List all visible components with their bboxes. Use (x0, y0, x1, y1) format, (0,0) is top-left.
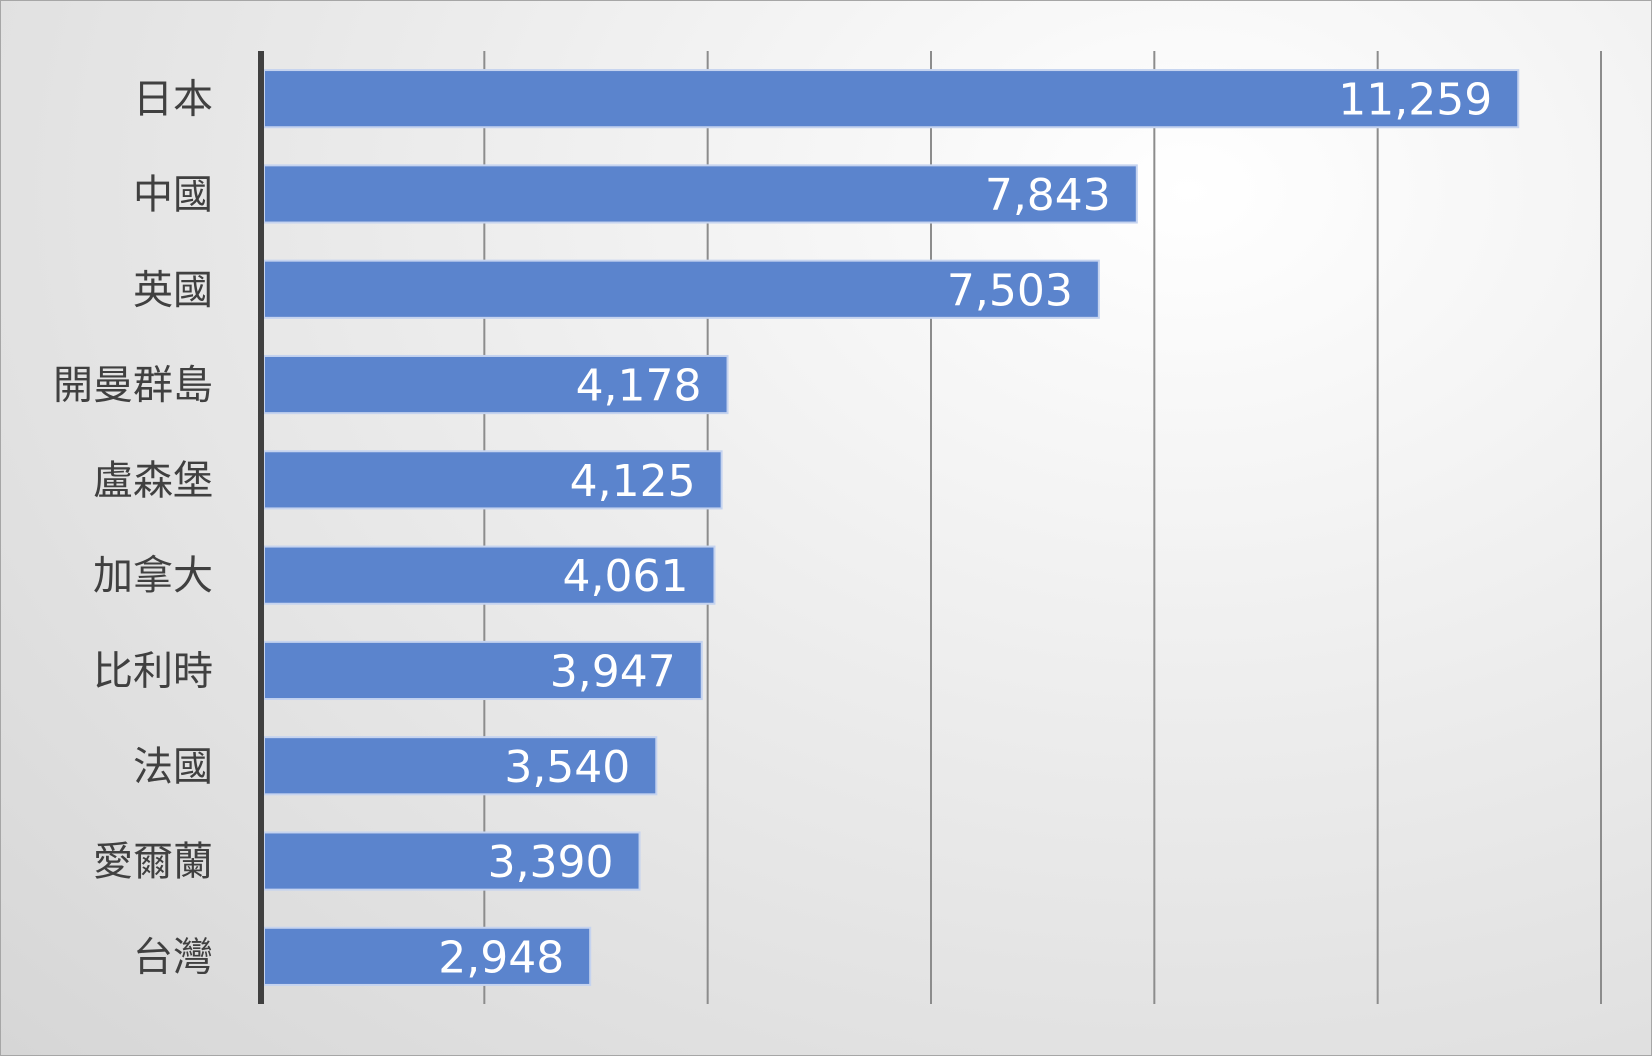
value-label: 7,503 (947, 265, 1073, 316)
value-label: 2,948 (438, 932, 564, 983)
value-label: 3,947 (550, 646, 676, 697)
category-label: 日本 (133, 77, 213, 123)
bar (263, 831, 641, 891)
bar (263, 640, 703, 701)
category-label: 法國 (133, 744, 213, 790)
value-label: 11,259 (1338, 75, 1492, 126)
bar (263, 736, 658, 796)
bar (263, 926, 592, 986)
category-label: 英國 (133, 267, 213, 313)
bar (263, 354, 729, 415)
bars (263, 69, 1520, 986)
category-label: 盧森堡 (93, 458, 213, 504)
category-label: 中國 (133, 172, 213, 218)
category-label: 比利時 (93, 648, 213, 694)
labels: 11,259 日本 7,843 中國 7,503 英國 4,178 開曼群島 4,125 盧森堡 4… (53, 75, 1492, 984)
value-label: 3,390 (488, 837, 614, 888)
bar (263, 164, 1138, 224)
value-label: 4,125 (570, 456, 696, 507)
category-label: 台灣 (133, 934, 213, 980)
value-label: 4,061 (563, 551, 689, 602)
bar (263, 545, 716, 605)
value-label: 4,178 (576, 361, 702, 412)
category-label: 愛爾蘭 (93, 839, 213, 885)
value-label: 3,540 (504, 742, 630, 793)
bar (263, 69, 1520, 129)
value-label: 7,843 (985, 170, 1111, 221)
bar (263, 450, 723, 510)
category-label: 加拿大 (93, 553, 213, 599)
category-label: 開曼群島 (53, 363, 213, 409)
